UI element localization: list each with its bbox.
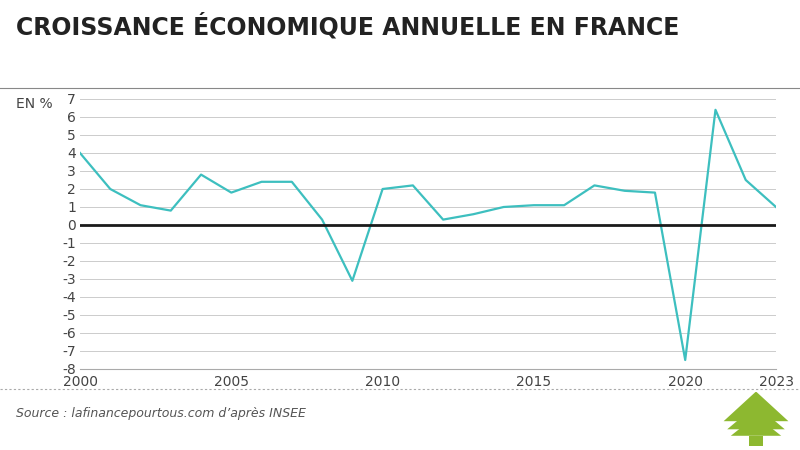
Text: Source : lafinancepourtous.com d’après INSEE: Source : lafinancepourtous.com d’après I…: [16, 408, 306, 420]
Text: CROISSANCE ÉCONOMIQUE ANNUELLE EN FRANCE: CROISSANCE ÉCONOMIQUE ANNUELLE EN FRANCE: [16, 14, 679, 40]
Polygon shape: [749, 436, 763, 446]
Polygon shape: [727, 405, 785, 429]
Polygon shape: [724, 392, 789, 421]
Text: EN %: EN %: [16, 97, 53, 111]
Polygon shape: [731, 416, 781, 436]
